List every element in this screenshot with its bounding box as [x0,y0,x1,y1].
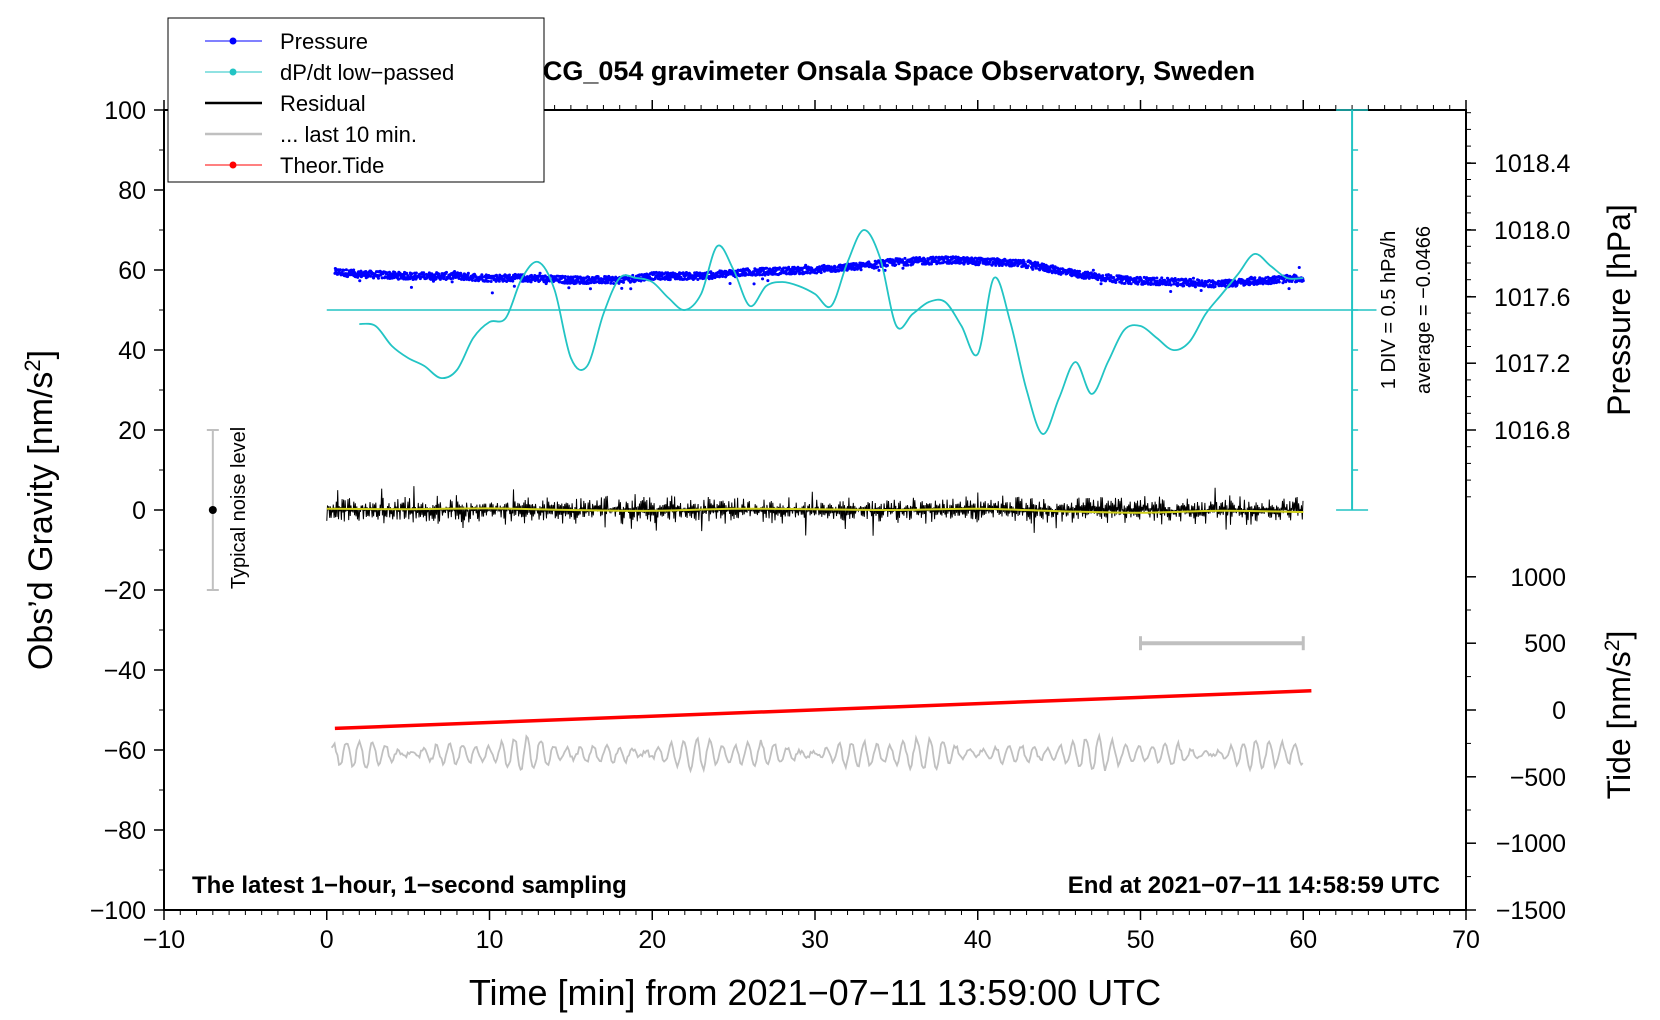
y-tick-label: −60 [104,737,146,765]
series-residual [326,486,1304,536]
y-axis-label: Obs’d Gravity [nm/s2] [20,350,61,670]
legend-box [167,17,545,183]
y-tick-label: 100 [104,97,146,125]
series-residual-smoothed [326,507,1304,514]
legend-swatch-marker [229,161,237,169]
noise-level-label: Typical noise level [228,427,250,589]
legend-label: ... last 10 min. [280,122,417,147]
y-tick-label: 0 [132,497,146,525]
legend-label: Pressure [280,29,368,54]
x-tick-label: 60 [1289,926,1317,954]
legend-swatch-marker [229,37,237,45]
residual-trace [326,486,1304,536]
legend-label: Theor.Tide [280,153,384,178]
series--last-10-min- [330,732,1304,774]
tide-tick-label: −1500 [1496,897,1566,925]
x-tick-label: 50 [1127,926,1155,954]
x-tick-label: 0 [320,926,334,954]
tide-tick-label: −1000 [1496,830,1566,858]
legend-item: Residual [205,91,366,116]
tide-tick-label: 1000 [1510,564,1566,592]
pressure-tick-label: 1017.2 [1494,350,1570,378]
legend-item: Theor.Tide [205,153,384,178]
legend-item: dP/dt low−passed [205,60,454,85]
chart-title: SCG_054 gravimeter Onsala Space Observat… [525,56,1255,86]
pressure-dots [333,255,1305,295]
series-line [359,229,1304,435]
pressure-tick-label: 1016.8 [1494,417,1570,445]
y-tick-label: 40 [118,337,146,365]
footer-left-note: The latest 1−hour, 1−second sampling [192,872,627,899]
footer-right-note: End at 2021−07−11 14:58:59 UTC [1068,872,1440,899]
legend-label: dP/dt low−passed [280,60,454,85]
pressure-axis-label: Pressure [hPa] [1601,204,1637,416]
series-dp-dt-low-passed [359,229,1304,435]
y-tick-label: −100 [90,897,146,925]
y-tick-label: 80 [118,177,146,205]
legend-item: Pressure [205,29,368,54]
pressure-tick-label: 1018.4 [1494,150,1571,178]
y-tick-label: −20 [104,577,146,605]
pressure-tick-label: 1018.0 [1494,217,1570,245]
tide-axis-label: Tide [nm/s2] [1601,631,1638,800]
y-tick-label: 60 [118,257,146,285]
legend: Pressure dP/dt low−passed Residual ... last… [167,17,545,183]
annotation-layer [206,109,1369,651]
theoretical-tide-line [334,689,1312,731]
y-tick-label: −80 [104,817,146,845]
legend-item: ... last 10 min. [205,122,417,147]
y-tick-label: 20 [118,417,146,445]
axes-layer: −10 0 10 20 30 40 50 60 70−100−80−60−40−20020406… [90,97,1571,954]
last-10-min-trace [330,732,1304,774]
last-10-min-bar [1139,636,1305,651]
legend-label: Residual [280,91,366,116]
legend-swatch-marker [229,68,237,76]
series-line [326,507,1304,514]
x-tick-label: 40 [964,926,992,954]
derivative-scale-average-text: average = −0.0466 [1413,226,1435,394]
series-layer [326,229,1377,774]
series-pressure [333,255,1305,295]
pressure-tick-label: 1017.6 [1494,284,1570,312]
tide-tick-label: 500 [1524,630,1566,658]
noise-bar-center [208,506,217,514]
tide-tick-label: 0 [1552,697,1566,725]
x-tick-label: 30 [801,926,829,954]
derivative-scale-division-text: 1 DIV = 0.5 hPa/h [1378,231,1400,389]
tide-tick-label: −500 [1510,764,1566,792]
y-tick-label: −40 [104,657,146,685]
derivative-scale-ruler [1336,109,1369,511]
x-tick-label: 20 [638,926,666,954]
x-tick-label: 70 [1452,926,1480,954]
series-theor-tide [334,689,1312,731]
noise-level-bar [206,429,219,591]
x-tick-label: 10 [476,926,504,954]
x-axis-label: Time [min] from 2021−07−11 13:59:00 UTC [469,972,1161,1013]
x-tick-label: −10 [143,926,185,954]
